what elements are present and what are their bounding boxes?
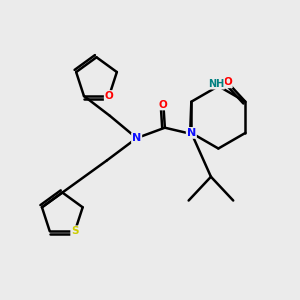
Text: O: O — [105, 91, 113, 101]
Text: NH: NH — [208, 79, 224, 89]
Text: O: O — [159, 100, 168, 110]
Text: O: O — [223, 77, 232, 87]
Text: N: N — [187, 128, 196, 138]
Text: N: N — [132, 133, 141, 143]
Text: S: S — [71, 226, 79, 236]
